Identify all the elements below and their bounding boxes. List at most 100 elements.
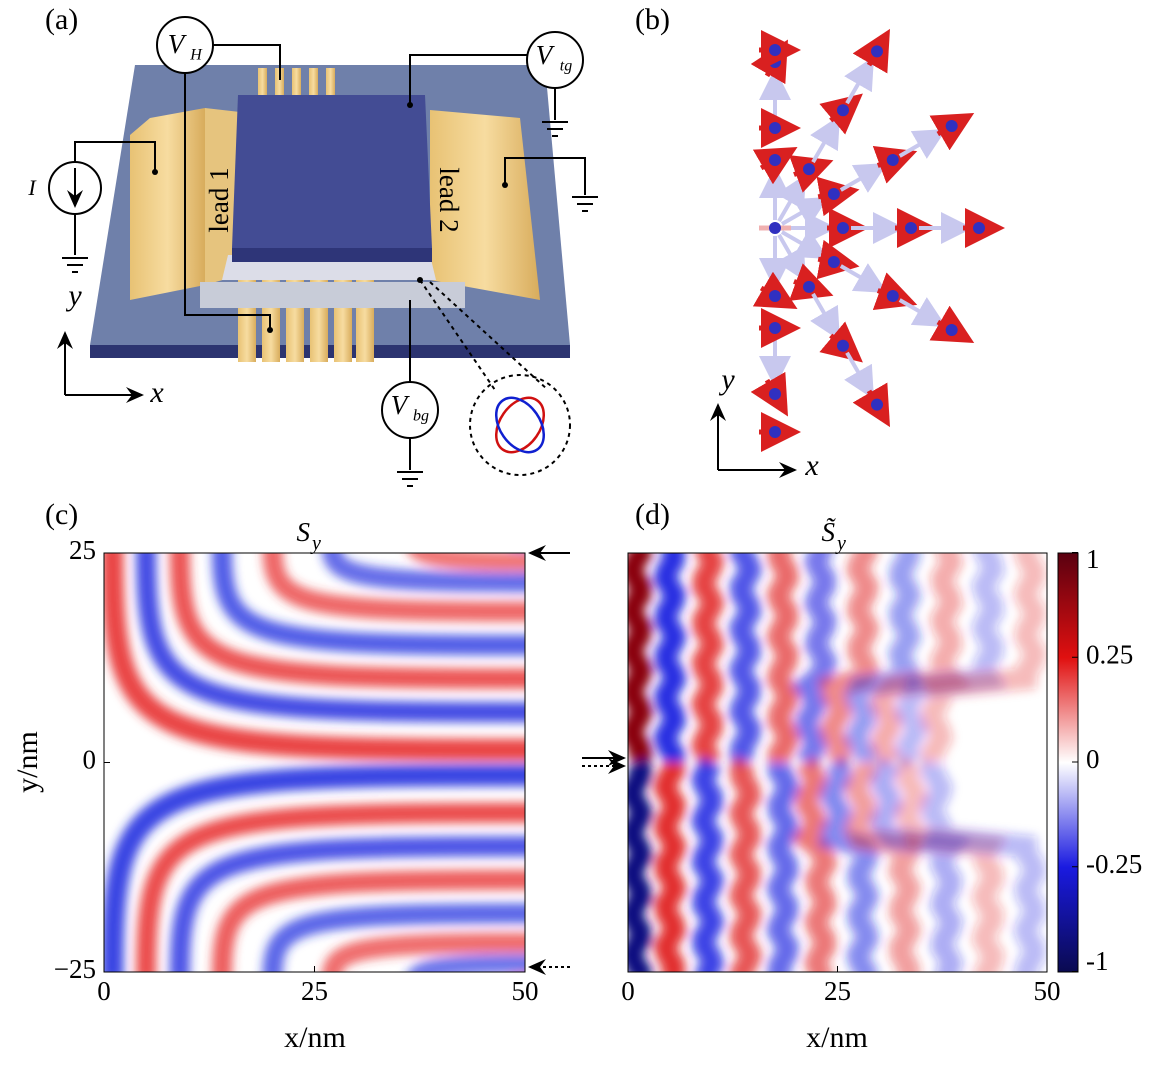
stripe [728,553,763,769]
y-tick-label: 25 [69,535,96,565]
stripe [628,756,654,972]
stripe [690,553,725,769]
device-illustration [48,16,797,487]
spin [886,154,899,166]
axis-name: x [804,449,819,482]
colorbar-tick-label: -1 [1086,946,1109,976]
chart-title-subscript: y [310,533,321,555]
arrows [528,545,626,975]
flow-arrow [839,162,888,193]
spin [769,56,781,68]
panel-label: (b) [635,3,670,36]
spin [973,222,985,234]
panel-label: (c) [45,498,78,531]
spin [769,122,781,134]
flow-arrow [839,263,888,294]
x-tick-label: 0 [97,976,111,1006]
x-tick-label: 50 [1034,976,1061,1006]
heatmap-d [628,553,1047,972]
stripe [895,553,1007,769]
voltmeter-symbol: V [536,40,556,70]
y-axis-label: y/nm [11,731,44,793]
spin [827,188,840,200]
spin [803,163,815,176]
flow-arrow [898,297,947,328]
panel-label: (a) [45,3,78,36]
spin [769,290,781,302]
spin [945,324,958,336]
spin-illustration [750,28,1005,452]
colorbar-tick-label: 1 [1086,544,1100,574]
spin [871,398,883,411]
stripe [919,553,1047,766]
stripe [791,553,838,769]
x-axis-label: x/nm [806,1021,868,1054]
stripe [169,836,525,972]
axis-name: x [149,376,164,409]
voltmeter-symbol: V [391,390,411,420]
stripe [791,756,838,972]
stripe [818,553,880,769]
flow-arrow [844,56,874,105]
spin [827,256,840,268]
spin [769,44,781,56]
stripe [136,802,525,972]
heatmap-c [104,553,525,972]
spin [905,222,917,234]
stripe [869,553,970,768]
stripe [262,553,525,622]
stripe [843,760,922,972]
spin [769,322,781,334]
flow-arrow [780,229,829,260]
current-label: I [27,175,37,200]
chart-title: S [297,517,311,547]
axis-name: y [65,279,82,312]
spin [837,339,849,352]
stripe [211,553,525,656]
stripe [895,756,1007,972]
colorbar-tick-label: 0.25 [1086,639,1133,669]
stripe [818,756,880,972]
flow-arrow [810,292,841,341]
spin [837,222,849,234]
stripe [869,757,970,972]
lead-label: lead 2 [434,167,464,232]
voltmeter-symbol: V [168,29,188,59]
colorbar-tick-label: 0 [1086,744,1100,774]
flow-arrow [844,351,875,400]
flow-arrow [810,115,841,164]
spin [837,104,849,117]
spin [769,154,781,166]
x-tick-label: 25 [301,976,328,1006]
stripe [262,903,525,972]
spin [871,45,883,58]
x-tick-label: 50 [512,976,539,1006]
stripe [919,759,1047,972]
y-tick-label: −25 [54,954,96,984]
stripe [211,869,525,972]
x-tick-label: 25 [824,976,851,1006]
stripe [728,756,763,972]
stripe [653,553,687,764]
chart-title-subscript: y [835,533,846,555]
spin [769,426,781,438]
stripe [628,553,654,769]
stripe [766,762,801,972]
stripe [408,953,525,972]
chart-title: S̃ [822,517,837,547]
voltmeter-subscript: tg [560,58,572,75]
flow-arrow [780,196,829,227]
stripe [653,761,687,972]
stripe [104,764,525,972]
spin [945,120,958,132]
y-tick-label: 0 [83,745,97,775]
x-tick-label: 0 [621,976,635,1006]
stripe [321,553,525,593]
spin [769,388,781,400]
stripe [408,553,525,572]
stripe [690,756,725,972]
lead-label: lead 1 [204,167,234,232]
axis-name: y [718,363,735,396]
voltmeter-subscript: bg [413,408,429,425]
